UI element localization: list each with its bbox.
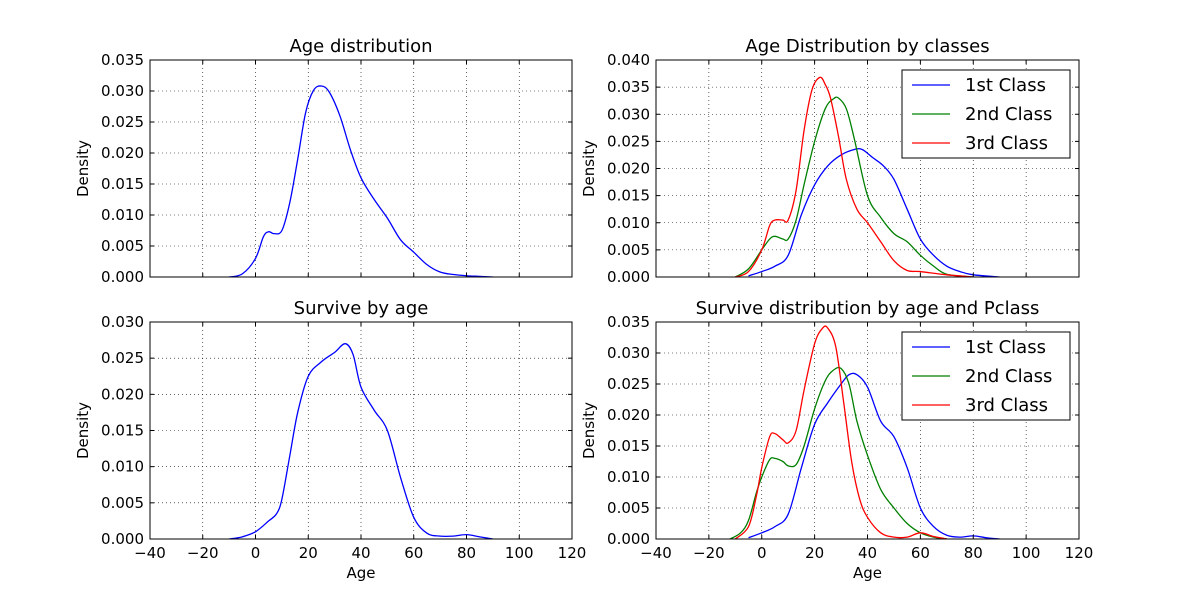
x-tick-label: 100: [1012, 544, 1041, 562]
x-axis-label: Age: [346, 564, 375, 582]
y-tick-label: 0.025: [607, 132, 650, 150]
y-tick-label: 0.040: [607, 51, 650, 69]
subplot-2: 0.000 0.005 0.010 0.015 0.020 0.025 0.030 0.035…: [580, 36, 1080, 286]
y-tick-label: 0.015: [607, 437, 650, 455]
series-line-3rd-class: [735, 76, 974, 277]
y-tick-label: 0.025: [101, 113, 144, 131]
y-tick-label: 0.015: [101, 422, 144, 440]
x-axis-label: Age: [853, 564, 882, 582]
subplot-3: 0.000 0.005 0.010 0.015 0.020 0.025 0.030 −40 −2…: [74, 298, 586, 582]
y-axis-label: Density: [580, 402, 598, 459]
x-tick-label: 60: [911, 544, 930, 562]
y-tick-label: 0.035: [101, 51, 144, 69]
x-tick-label: 100: [505, 544, 534, 562]
y-tick-label: 0.020: [101, 144, 144, 162]
y-tick-label: 0.020: [101, 385, 144, 403]
x-tick-label: −40: [134, 544, 166, 562]
x-tick-label: 120: [558, 544, 587, 562]
y-tick-label: 0.010: [607, 214, 650, 232]
y-tick-label: 0.000: [101, 268, 144, 286]
x-tick-label: 40: [351, 544, 370, 562]
series-line-1: [229, 343, 493, 539]
y-tick-label: 0.035: [607, 78, 650, 96]
subplot-title: Survive by age: [294, 298, 429, 319]
legend: 1st Class 2nd Class 3rd Class: [901, 331, 1071, 421]
legend-label: 2nd Class: [965, 366, 1052, 387]
y-tick-label: 0.005: [607, 241, 650, 259]
legend-label: 1st Class: [965, 75, 1046, 96]
x-tick-label: 80: [964, 544, 983, 562]
legend-label: 3rd Class: [965, 133, 1048, 154]
x-tick-label: −40: [640, 544, 672, 562]
series-line-1st-class: [748, 372, 1000, 539]
x-tick-label: −20: [187, 544, 219, 562]
y-tick-label: 0.010: [101, 458, 144, 476]
y-tick-label: 0.030: [101, 313, 144, 331]
legend-label: 2nd Class: [965, 104, 1052, 125]
subplot-title: Age Distribution by classes: [745, 36, 989, 57]
series-line-3rd-class: [734, 325, 947, 539]
y-tick-label: 0.000: [101, 530, 144, 548]
x-tick-label: 20: [805, 544, 824, 562]
subplot-title: Survive distribution by age and Pclass: [696, 298, 1040, 319]
y-tick-label: 0.010: [607, 468, 650, 486]
y-tick-label: 0.025: [101, 349, 144, 367]
x-tick-label: 60: [404, 544, 423, 562]
series-line-2nd-class: [729, 366, 947, 539]
y-tick-label: 0.005: [101, 494, 144, 512]
x-tick-label: 0: [251, 544, 261, 562]
y-tick-label: 0.010: [101, 206, 144, 224]
y-tick-label: 0.035: [607, 313, 650, 331]
y-tick-label: 0.005: [101, 237, 144, 255]
subplot-1: 0.000 0.005 0.010 0.015 0.020 0.025 0.030 0.035…: [74, 36, 573, 286]
y-tick-label: 0.005: [607, 499, 650, 517]
series-line-1st-class: [748, 148, 1000, 277]
y-axis-label: Density: [74, 402, 92, 459]
x-tick-label: 20: [299, 544, 318, 562]
y-tick-label: 0.015: [607, 187, 650, 205]
x-tick-label: 120: [1065, 544, 1094, 562]
y-tick-label: 0.030: [607, 105, 650, 123]
y-axis-label: Density: [74, 140, 92, 197]
subplot-4: 0.000 0.005 0.010 0.015 0.020 0.025 0.030 0.035…: [580, 298, 1093, 582]
y-tick-label: 0.015: [101, 175, 144, 193]
y-tick-label: 0.030: [607, 344, 650, 362]
series-line-1: [228, 85, 493, 277]
y-tick-label: 0.020: [607, 160, 650, 178]
y-tick-label: 0.000: [607, 268, 650, 286]
x-tick-label: 80: [457, 544, 476, 562]
x-tick-label: −20: [693, 544, 725, 562]
x-tick-label: 40: [858, 544, 877, 562]
y-tick-label: 0.000: [607, 530, 650, 548]
y-axis-label: Density: [580, 140, 598, 197]
series-line-2nd-class: [734, 96, 974, 277]
y-tick-label: 0.025: [607, 375, 650, 393]
subplot-title: Age distribution: [289, 36, 432, 57]
x-tick-label: 0: [757, 544, 767, 562]
legend-label: 1st Class: [965, 337, 1046, 358]
legend: 1st Class 2nd Class 3rd Class: [901, 69, 1071, 159]
y-tick-label: 0.030: [101, 82, 144, 100]
y-tick-label: 0.020: [607, 406, 650, 424]
legend-label: 3rd Class: [965, 395, 1048, 416]
